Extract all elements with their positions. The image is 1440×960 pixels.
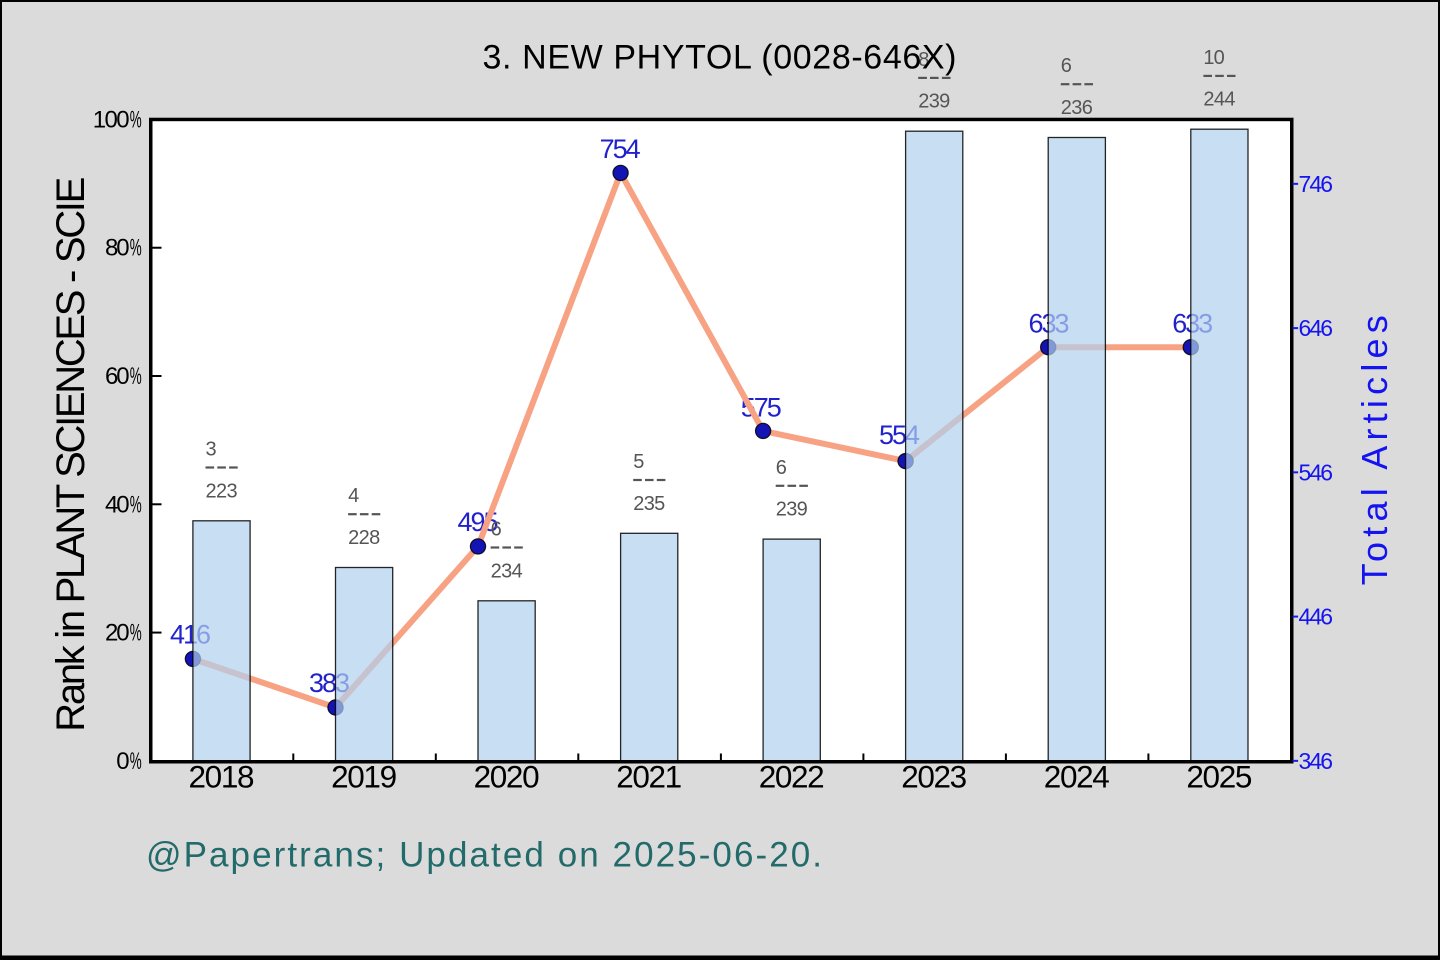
svg-text:2022: 2022 (759, 759, 825, 795)
svg-text:Total Articles: Total Articles (1354, 315, 1395, 585)
svg-text:754: 754 (600, 134, 641, 164)
svg-text:646: 646 (1299, 315, 1334, 341)
svg-text:%: % (130, 235, 142, 262)
svg-text:236: 236 (1061, 97, 1093, 119)
svg-text:60: 60 (105, 363, 130, 390)
svg-text:6: 6 (491, 519, 502, 541)
svg-text:%: % (130, 620, 142, 647)
svg-text:%: % (130, 106, 142, 133)
svg-text:234: 234 (491, 560, 523, 582)
svg-text:%: % (130, 491, 142, 518)
svg-text:546: 546 (1299, 459, 1334, 485)
svg-text:3. NEW PHYTOL (0028-646X): 3. NEW PHYTOL (0028-646X) (483, 38, 957, 76)
svg-text:746: 746 (1299, 171, 1334, 197)
svg-text:2018: 2018 (189, 759, 255, 795)
svg-text:6: 6 (1061, 55, 1072, 77)
svg-text:%: % (130, 748, 142, 775)
svg-text:@Papertrans; Updated on 2025-0: @Papertrans; Updated on 2025-06-20. (146, 836, 822, 875)
svg-text:Rank in PLANT SCIENCES - SCIE: Rank in PLANT SCIENCES - SCIE (49, 177, 93, 732)
svg-text:5: 5 (633, 451, 644, 473)
svg-text:6: 6 (776, 457, 787, 479)
svg-text:2023: 2023 (901, 759, 967, 795)
svg-text:80: 80 (105, 235, 130, 262)
svg-text:446: 446 (1299, 604, 1334, 630)
svg-text:223: 223 (206, 480, 238, 502)
svg-text:244: 244 (1203, 89, 1235, 111)
svg-text:228: 228 (348, 527, 380, 549)
svg-text:2019: 2019 (331, 759, 397, 795)
svg-text:20: 20 (105, 620, 130, 647)
svg-text:2024: 2024 (1044, 759, 1110, 795)
svg-text:235: 235 (633, 493, 665, 515)
svg-text:3: 3 (206, 439, 217, 461)
svg-text:4: 4 (348, 485, 359, 507)
svg-text:100: 100 (93, 106, 130, 133)
svg-text:8: 8 (918, 49, 929, 71)
svg-text:10: 10 (1203, 47, 1224, 69)
svg-text:2021: 2021 (616, 759, 682, 795)
svg-text:%: % (130, 363, 142, 390)
svg-text:2025: 2025 (1186, 759, 1252, 795)
svg-text:40: 40 (105, 491, 130, 518)
svg-text:2020: 2020 (474, 759, 540, 795)
svg-text:0: 0 (116, 748, 129, 775)
svg-text:239: 239 (918, 91, 950, 113)
svg-text:346: 346 (1299, 748, 1334, 774)
svg-text:239: 239 (776, 499, 808, 521)
